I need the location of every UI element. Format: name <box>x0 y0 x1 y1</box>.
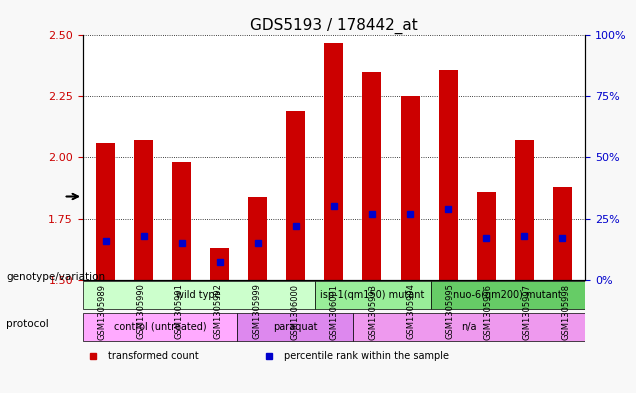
Text: GSM1305999: GSM1305999 <box>252 283 261 340</box>
Text: protocol: protocol <box>6 319 49 329</box>
Bar <box>286 111 305 279</box>
FancyBboxPatch shape <box>431 281 585 309</box>
Bar <box>515 140 534 279</box>
Text: paraquat: paraquat <box>273 322 317 332</box>
FancyBboxPatch shape <box>353 312 585 341</box>
Text: nuo-6(qm200) mutant: nuo-6(qm200) mutant <box>453 290 562 300</box>
Bar <box>439 70 458 279</box>
Text: transformed count: transformed count <box>108 351 198 361</box>
Text: GSM1305994: GSM1305994 <box>406 283 416 340</box>
Text: GSM1306001: GSM1306001 <box>329 283 338 340</box>
Bar <box>401 96 420 279</box>
Text: GSM1306000: GSM1306000 <box>291 283 300 340</box>
FancyBboxPatch shape <box>83 312 237 341</box>
FancyBboxPatch shape <box>315 281 431 309</box>
Bar <box>134 140 153 279</box>
Text: GSM1305996: GSM1305996 <box>484 283 493 340</box>
Text: control (untreated): control (untreated) <box>114 322 206 332</box>
Text: GSM1305997: GSM1305997 <box>523 283 532 340</box>
FancyBboxPatch shape <box>237 312 353 341</box>
Text: GSM1305998: GSM1305998 <box>562 283 570 340</box>
Text: GSM1305990: GSM1305990 <box>136 283 145 340</box>
Bar <box>363 72 382 279</box>
Text: GSM1305993: GSM1305993 <box>368 283 377 340</box>
Text: GSM1305995: GSM1305995 <box>445 283 454 340</box>
FancyBboxPatch shape <box>83 281 315 309</box>
Text: n/a: n/a <box>462 322 477 332</box>
Bar <box>324 43 343 279</box>
Text: wild type: wild type <box>176 290 221 300</box>
Text: GSM1305991: GSM1305991 <box>175 283 184 340</box>
Text: genotype/variation: genotype/variation <box>6 272 106 282</box>
Text: GSM1305989: GSM1305989 <box>97 283 106 340</box>
Bar <box>96 143 115 279</box>
Text: percentile rank within the sample: percentile rank within the sample <box>284 351 448 361</box>
Bar <box>172 162 191 279</box>
Text: GSM1305992: GSM1305992 <box>214 283 223 340</box>
Bar <box>553 187 572 279</box>
Text: isp-1(qm150) mutant: isp-1(qm150) mutant <box>321 290 425 300</box>
Bar <box>476 192 495 279</box>
Title: GDS5193 / 178442_at: GDS5193 / 178442_at <box>250 18 418 34</box>
Bar <box>248 196 267 279</box>
Bar <box>210 248 229 279</box>
